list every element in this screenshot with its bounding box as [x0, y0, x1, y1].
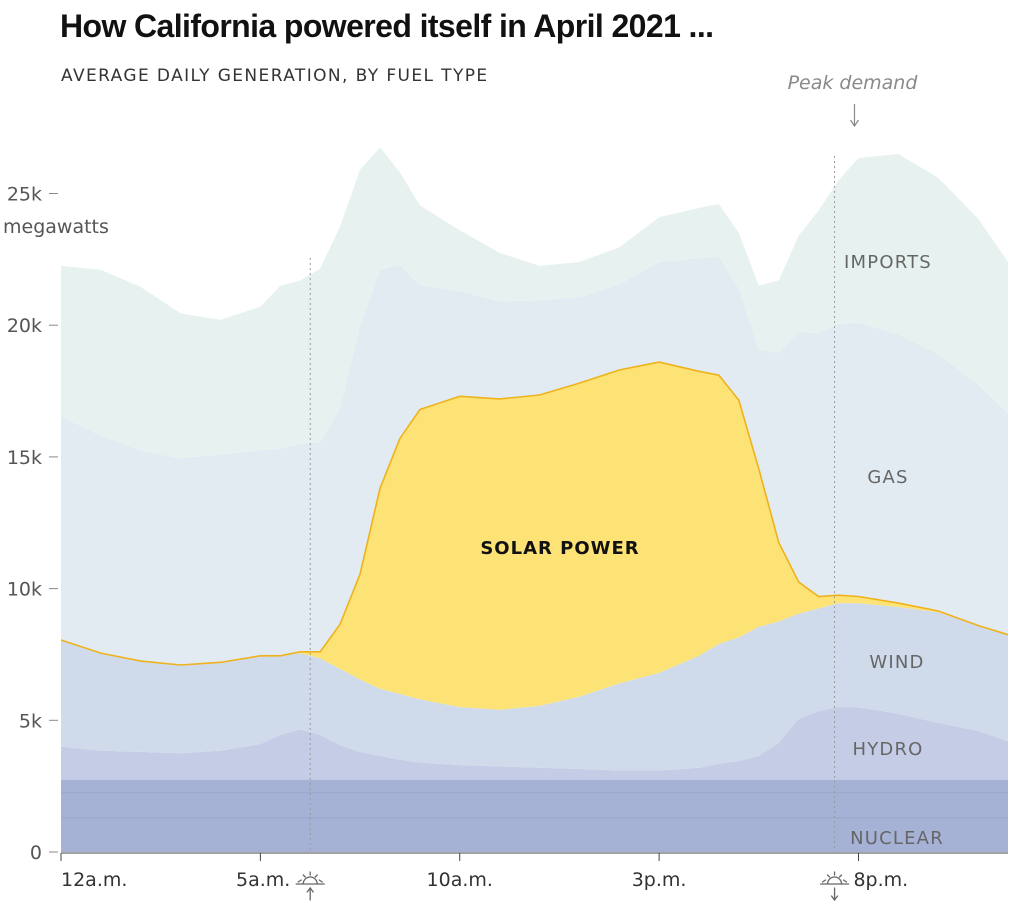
area-solar-power	[61, 362, 1008, 710]
sunset-icon	[819, 871, 850, 902]
series-labels: IMPORTS GAS SOLAR POWER WIND HYDRO NUCLEAR	[480, 252, 944, 849]
y-tick-label: 0	[30, 842, 42, 864]
annotations: Peak demand	[788, 72, 919, 128]
y-tick-label: 25k	[7, 184, 42, 206]
peak-demand-label: Peak demand	[788, 72, 919, 94]
x-tick-label: 10a.m.	[427, 869, 493, 891]
sunrise-icon	[295, 871, 325, 901]
area-hydro	[61, 707, 1008, 780]
series-label-gas: GAS	[867, 467, 908, 488]
x-tick-label: 5a.m.	[236, 869, 290, 891]
y-unit-label: megawatts	[3, 216, 109, 238]
y-tick-label: 10k	[7, 579, 42, 601]
series-label-nuclear: NUCLEAR	[850, 828, 944, 849]
y-tick-label: 5k	[19, 710, 42, 732]
chart-title: How California powered itself in April 2…	[60, 8, 714, 44]
area-layers	[60, 147, 1009, 852]
y-axis: 0 5k 10k 15k 20k 25k megawatts	[3, 184, 109, 865]
area-gas	[61, 256, 1008, 665]
series-label-hydro: HYDRO	[852, 739, 923, 760]
y-tick-label: 15k	[7, 447, 42, 469]
peak-demand-arrow	[849, 104, 859, 128]
x-axis: 12a.m. 5a.m. 10a.m. 3p.m. 8p.m.	[60, 852, 1008, 902]
x-tick-label: 3p.m.	[632, 869, 687, 891]
solar-outline	[60, 361, 1009, 666]
y-tick-label: 20k	[7, 315, 42, 337]
x-tick-label: 8p.m.	[853, 869, 908, 891]
x-tick-label: 12a.m.	[61, 869, 127, 891]
area-wind	[61, 603, 1008, 771]
series-label-wind: WIND	[869, 652, 924, 673]
series-label-solar-power: SOLAR POWER	[480, 538, 639, 559]
chart-subtitle: AVERAGE DAILY GENERATION, BY FUEL TYPE	[61, 66, 489, 86]
area-nuclear	[61, 779, 1008, 852]
area-imports	[61, 147, 1008, 459]
series-label-imports: IMPORTS	[844, 252, 932, 273]
